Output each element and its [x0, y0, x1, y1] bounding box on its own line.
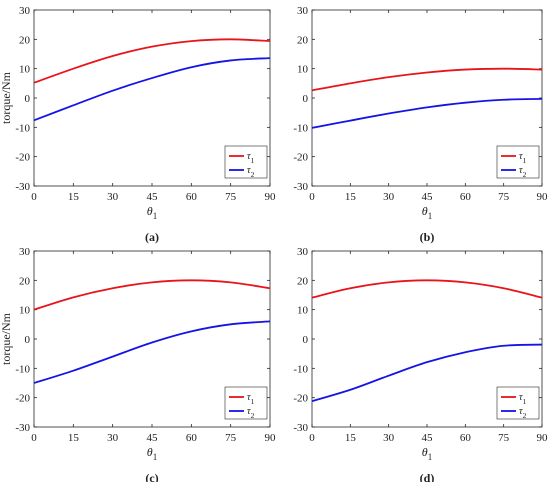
series-line	[33, 38, 271, 84]
y-tick-label: 30	[19, 246, 31, 258]
x-tick-label: 0	[309, 432, 315, 444]
legend-label: τ1	[247, 151, 255, 165]
x-tick-label: 90	[265, 432, 277, 444]
y-tick-label: -30	[15, 181, 30, 193]
legend-label: τ1	[519, 151, 527, 165]
x-tick-label: 30	[107, 432, 119, 444]
series-line	[311, 97, 543, 129]
x-axis-label: θ1	[147, 445, 157, 462]
series-line	[33, 57, 271, 122]
legend-label: τ2	[519, 165, 527, 179]
legend-label: τ2	[519, 406, 527, 420]
y-tick-label: 20	[297, 275, 309, 287]
y-tick-label: 20	[297, 34, 309, 46]
y-tick-label: -30	[293, 181, 308, 193]
panel-caption: (c)	[145, 471, 158, 482]
y-tick-label: 10	[297, 64, 309, 76]
legend-box	[224, 386, 268, 420]
x-axis-label: θ1	[422, 204, 432, 221]
x-tick-label: 45	[422, 432, 434, 444]
x-tick-label: 60	[186, 191, 198, 203]
y-tick-label: -10	[293, 122, 308, 134]
y-tick-label: 30	[19, 5, 31, 17]
x-tick-label: 45	[147, 432, 159, 444]
y-tick-label: 0	[25, 93, 31, 105]
y-tick-label: 20	[19, 34, 31, 46]
legend-label: τ2	[247, 406, 255, 420]
y-tick-label: 0	[303, 334, 309, 346]
x-tick-label: 75	[498, 191, 510, 203]
y-tick-label: 10	[19, 64, 31, 76]
legend-box	[496, 145, 540, 179]
x-tick-label: 0	[309, 191, 315, 203]
x-axis-label: θ1	[422, 445, 432, 462]
x-tick-label: 0	[31, 432, 37, 444]
x-tick-label: 30	[383, 191, 395, 203]
panel-caption: (d)	[420, 471, 435, 482]
y-tick-label: 10	[297, 305, 309, 317]
legend-box	[496, 386, 540, 420]
y-tick-label: -10	[15, 122, 30, 134]
y-tick-label: -10	[15, 363, 30, 375]
y-tick-label: -20	[15, 393, 30, 405]
panel-caption: (a)	[145, 230, 159, 244]
legend-label: τ2	[247, 165, 255, 179]
y-tick-label: 10	[19, 305, 31, 317]
x-axis-label: θ1	[147, 204, 157, 221]
x-tick-label: 75	[498, 432, 510, 444]
x-tick-label: 60	[460, 191, 472, 203]
x-tick-label: 0	[31, 191, 37, 203]
y-tick-label: -10	[293, 363, 308, 375]
x-tick-label: 30	[383, 432, 395, 444]
x-tick-label: 15	[345, 432, 357, 444]
y-tick-label: -30	[293, 422, 308, 434]
x-tick-label: 30	[107, 191, 119, 203]
x-tick-label: 75	[225, 432, 237, 444]
x-tick-label: 90	[537, 191, 549, 203]
series-line	[311, 343, 543, 403]
legend-box	[224, 145, 268, 179]
x-tick-label: 75	[225, 191, 237, 203]
y-tick-label: 30	[297, 5, 309, 17]
y-axis-label: torque/Nm	[0, 71, 13, 124]
x-tick-label: 15	[345, 191, 357, 203]
legend-label: τ1	[519, 392, 527, 406]
x-tick-label: 60	[186, 432, 198, 444]
y-tick-label: -20	[15, 152, 30, 164]
legend-label: τ1	[247, 392, 255, 406]
y-tick-label: 0	[25, 334, 31, 346]
y-axis-label: torque/Nm	[0, 312, 13, 365]
x-tick-label: 15	[68, 432, 80, 444]
y-tick-label: -20	[293, 393, 308, 405]
y-tick-label: 0	[303, 93, 309, 105]
x-tick-label: 90	[265, 191, 277, 203]
y-tick-label: 30	[297, 246, 309, 258]
panel-caption: (b)	[420, 230, 435, 244]
series-line	[311, 67, 543, 92]
series-line	[311, 279, 543, 299]
x-tick-label: 60	[460, 432, 472, 444]
x-tick-label: 45	[422, 191, 434, 203]
y-tick-label: -20	[293, 152, 308, 164]
y-tick-label: 20	[19, 275, 31, 287]
y-tick-label: -30	[15, 422, 30, 434]
x-tick-label: 90	[537, 432, 549, 444]
x-tick-label: 45	[147, 191, 159, 203]
series-line	[33, 279, 271, 311]
series-line	[33, 320, 271, 384]
x-tick-label: 15	[68, 191, 80, 203]
